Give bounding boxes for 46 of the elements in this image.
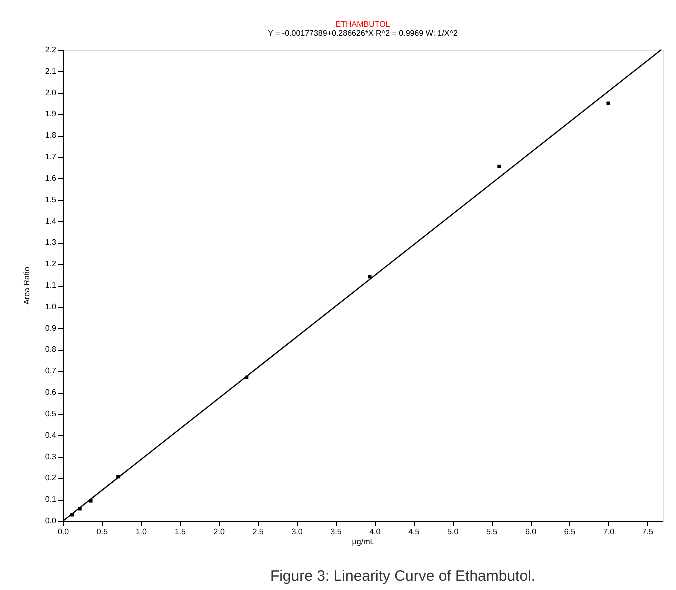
x-tick-label: 0.0 <box>58 528 70 536</box>
x-tick-label: 5.5 <box>486 528 498 536</box>
x-tick-label: 2.5 <box>252 528 264 536</box>
y-tick-label: 0.4 <box>45 430 58 440</box>
chart-subtitle: Y = -0.00177389+0.286626*X R^2 = 0.9969 W: 1/X^2 <box>268 29 458 38</box>
x-axis-title: μg/mL <box>352 538 376 546</box>
y-tick-label: 0.2 <box>45 474 58 483</box>
y-tick-label: 2.2 <box>45 46 58 54</box>
y-tick-label: 2.0 <box>45 88 58 98</box>
y-tick-label: 1.7 <box>45 152 58 162</box>
y-tick-label: 2.1 <box>45 66 58 76</box>
x-tick-label: 2.0 <box>214 528 226 536</box>
x-tick-label: 3.5 <box>330 528 342 536</box>
y-tick-label: 0.0 <box>45 516 58 526</box>
chart-title: ETHAMBUTOL <box>336 20 391 29</box>
x-tick-label: 6.0 <box>525 528 538 536</box>
y-tick-label: 1.6 <box>45 174 58 183</box>
caption: Figure 3: Linearity Curve of Ethambutol. <box>270 568 536 585</box>
x-tick-label: 4.0 <box>370 528 382 536</box>
y-tick-label: 0.6 <box>45 388 58 398</box>
y-tick-label: 1.1 <box>45 281 58 290</box>
y-tick-label: 1.5 <box>45 195 58 204</box>
x-tick-label: 4.5 <box>408 528 420 536</box>
y-tick-label: 1.4 <box>45 216 58 226</box>
point <box>498 164 502 168</box>
x-tick-label: 3.0 <box>292 528 304 536</box>
x-tick-label: 1.5 <box>174 528 186 536</box>
point <box>606 102 610 106</box>
x-tick-label: 0.5 <box>96 528 109 536</box>
x-tick-label: 1.0 <box>136 528 148 536</box>
y-axis-title: Area Ratio <box>22 266 32 305</box>
x-tick-label: 6.5 <box>564 528 576 536</box>
y-tick-label: 0.7 <box>45 366 58 376</box>
y-tick-label: 1.9 <box>45 110 58 119</box>
y-tick-label: 1.0 <box>45 302 58 312</box>
x-tick-label: 7.0 <box>603 528 616 536</box>
y-tick-label: 1.8 <box>45 131 58 140</box>
y-tick-label: 1.3 <box>45 238 58 248</box>
y-tick-label: 0.3 <box>45 452 58 462</box>
y-tick-label: 0.8 <box>45 345 58 354</box>
x-tick-label: 5.0 <box>448 528 460 536</box>
y-tick-label: 1.2 <box>45 260 58 269</box>
y-tick-label: 0.9 <box>45 324 58 333</box>
x-tick-label: 7.5 <box>642 528 654 536</box>
y-tick-label: 0.1 <box>45 495 58 504</box>
y-tick-label: 0.5 <box>45 409 58 418</box>
